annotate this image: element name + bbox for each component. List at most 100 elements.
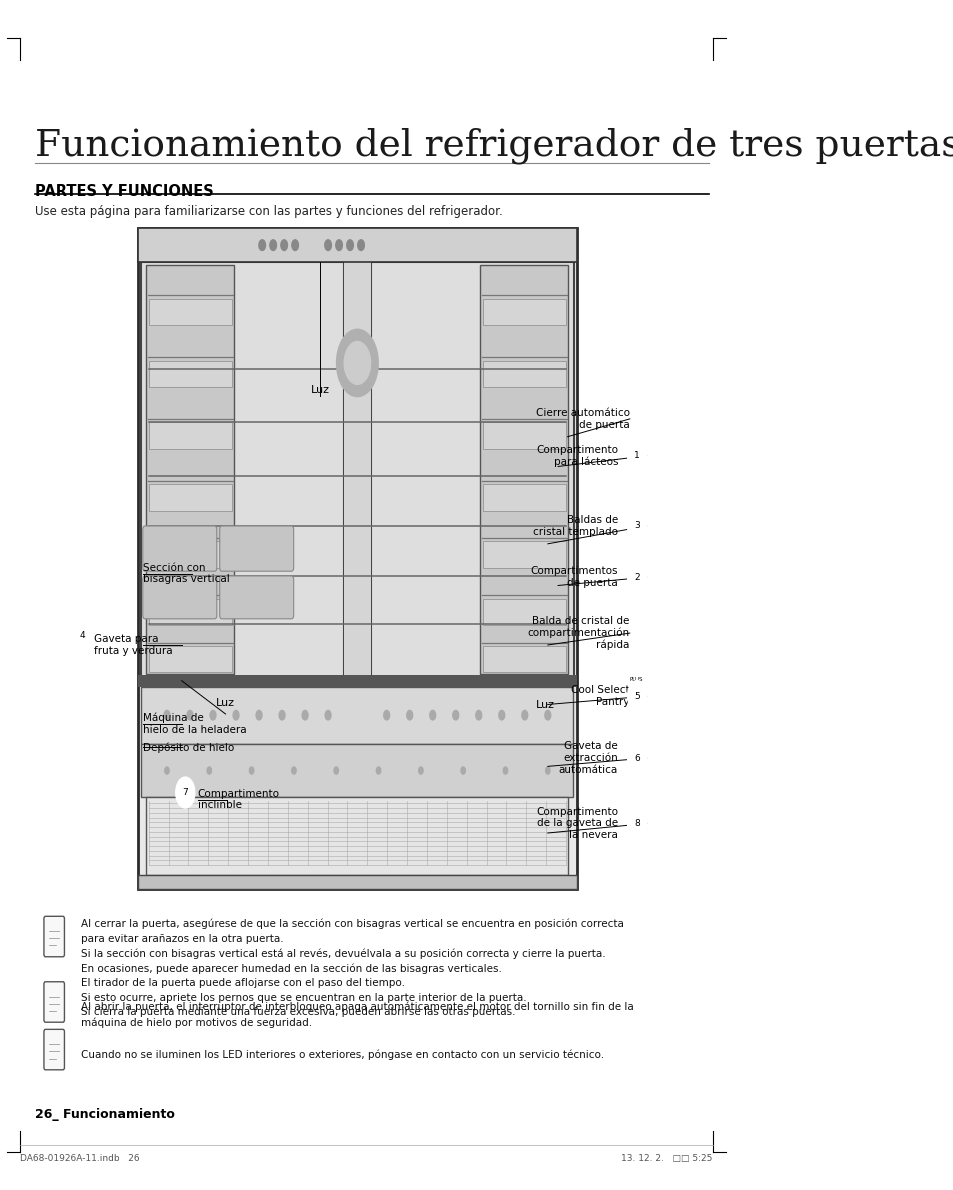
Circle shape [207, 768, 212, 775]
Text: 7: 7 [182, 788, 188, 797]
Circle shape [292, 240, 298, 251]
Bar [137, 675, 577, 687]
Text: Compartimento
inclinble: Compartimento inclinble [197, 789, 279, 810]
Bar [149, 361, 232, 387]
Text: 5: 5 [634, 691, 639, 701]
FancyBboxPatch shape [219, 576, 294, 619]
Text: Luz: Luz [215, 699, 234, 708]
Circle shape [175, 777, 194, 808]
Circle shape [164, 710, 170, 720]
Circle shape [325, 710, 331, 720]
Bar [137, 875, 577, 889]
Circle shape [73, 620, 92, 651]
Text: 3: 3 [634, 521, 639, 531]
Circle shape [406, 710, 413, 720]
Circle shape [418, 768, 422, 775]
Circle shape [324, 240, 331, 251]
Bar [482, 422, 565, 449]
Text: Máquina de
hielo de la heladera: Máquina de hielo de la heladera [143, 713, 246, 734]
Circle shape [302, 710, 308, 720]
Circle shape [334, 768, 338, 775]
FancyBboxPatch shape [44, 1029, 65, 1070]
Circle shape [233, 710, 238, 720]
Circle shape [430, 710, 436, 720]
Bar [482, 646, 565, 672]
Text: 4: 4 [80, 631, 86, 640]
Bar [137, 228, 577, 889]
Text: PLUS: PLUS [629, 677, 642, 682]
Bar [147, 265, 234, 674]
Text: Depósito de hielo: Depósito de hielo [143, 743, 233, 752]
Text: 1: 1 [634, 451, 639, 461]
Circle shape [258, 240, 265, 251]
Circle shape [627, 440, 646, 471]
FancyBboxPatch shape [143, 576, 216, 619]
Circle shape [627, 562, 646, 593]
Text: DA68-01926A-11.indb   26: DA68-01926A-11.indb 26 [20, 1154, 139, 1164]
Bar [141, 687, 573, 744]
Circle shape [544, 710, 550, 720]
FancyBboxPatch shape [143, 526, 216, 571]
Text: Al cerrar la puerta, asegúrese de que la sección con bisagras vertical se encuen: Al cerrar la puerta, asegúrese de que la… [80, 919, 622, 1017]
Circle shape [249, 768, 253, 775]
Circle shape [357, 240, 364, 251]
Text: 26_ Funcionamiento: 26_ Funcionamiento [35, 1108, 174, 1121]
Circle shape [270, 240, 276, 251]
Circle shape [627, 743, 646, 774]
Circle shape [335, 240, 342, 251]
Bar [149, 541, 232, 568]
Circle shape [187, 710, 193, 720]
Text: Cool Select
Pantry: Cool Select Pantry [571, 685, 629, 707]
Bar [141, 744, 573, 797]
Circle shape [498, 710, 504, 720]
Text: Luz: Luz [536, 701, 555, 710]
Bar [482, 299, 565, 325]
Text: Sección con
bisagras vertical: Sección con bisagras vertical [143, 563, 230, 584]
Circle shape [255, 710, 262, 720]
Text: Luz: Luz [311, 386, 329, 395]
Bar [482, 541, 565, 568]
FancyBboxPatch shape [44, 982, 65, 1022]
Circle shape [627, 511, 646, 541]
Text: 13. 12. 2.   □□ 5:25: 13. 12. 2. □□ 5:25 [620, 1154, 712, 1164]
Circle shape [627, 681, 646, 712]
Text: Balda de cristal de
compartimentación
rápida: Balda de cristal de compartimentación rá… [527, 616, 629, 650]
Circle shape [375, 768, 380, 775]
Circle shape [383, 710, 389, 720]
Circle shape [453, 710, 458, 720]
Bar [147, 797, 568, 875]
Text: PARTES Y FUNCIONES: PARTES Y FUNCIONES [35, 184, 213, 200]
Text: Compartimento
para lácteos: Compartimento para lácteos [536, 445, 618, 466]
Bar [482, 484, 565, 511]
Bar [482, 599, 565, 625]
Text: 8: 8 [634, 819, 639, 828]
Circle shape [344, 342, 370, 384]
Bar [149, 422, 232, 449]
Text: Cuando no se iluminen los LED interiores o exteriores, póngase en contacto con u: Cuando no se iluminen los LED interiores… [80, 1050, 603, 1060]
Circle shape [346, 240, 353, 251]
Circle shape [460, 768, 465, 775]
Text: Gaveta de
extracción
automática: Gaveta de extracción automática [558, 741, 618, 775]
Text: 6: 6 [634, 753, 639, 763]
Text: Al abrir la puerta, el interruptor de interbloqueo apaga automáticamente el moto: Al abrir la puerta, el interruptor de in… [80, 1002, 633, 1028]
FancyBboxPatch shape [44, 916, 65, 957]
FancyBboxPatch shape [219, 526, 294, 571]
Text: Funcionamiento del refrigerador de tres puertas: Funcionamiento del refrigerador de tres … [35, 127, 953, 164]
Text: Cierre automático
de puerta: Cierre automático de puerta [536, 408, 629, 430]
Bar [149, 299, 232, 325]
Circle shape [476, 710, 481, 720]
Text: Baldas de
cristal templado: Baldas de cristal templado [533, 515, 618, 537]
Circle shape [627, 808, 646, 839]
Bar [344, 262, 370, 677]
Circle shape [336, 330, 377, 396]
Circle shape [545, 768, 550, 775]
Circle shape [279, 710, 285, 720]
Circle shape [280, 240, 287, 251]
Bar [140, 262, 344, 677]
Text: Gaveta para
fruta y verdura: Gaveta para fruta y verdura [94, 634, 172, 656]
Bar [370, 262, 574, 677]
Text: Compartimento
de la gaveta de
la nevera: Compartimento de la gaveta de la nevera [536, 807, 618, 840]
Bar [149, 484, 232, 511]
Circle shape [210, 710, 215, 720]
Circle shape [165, 768, 169, 775]
